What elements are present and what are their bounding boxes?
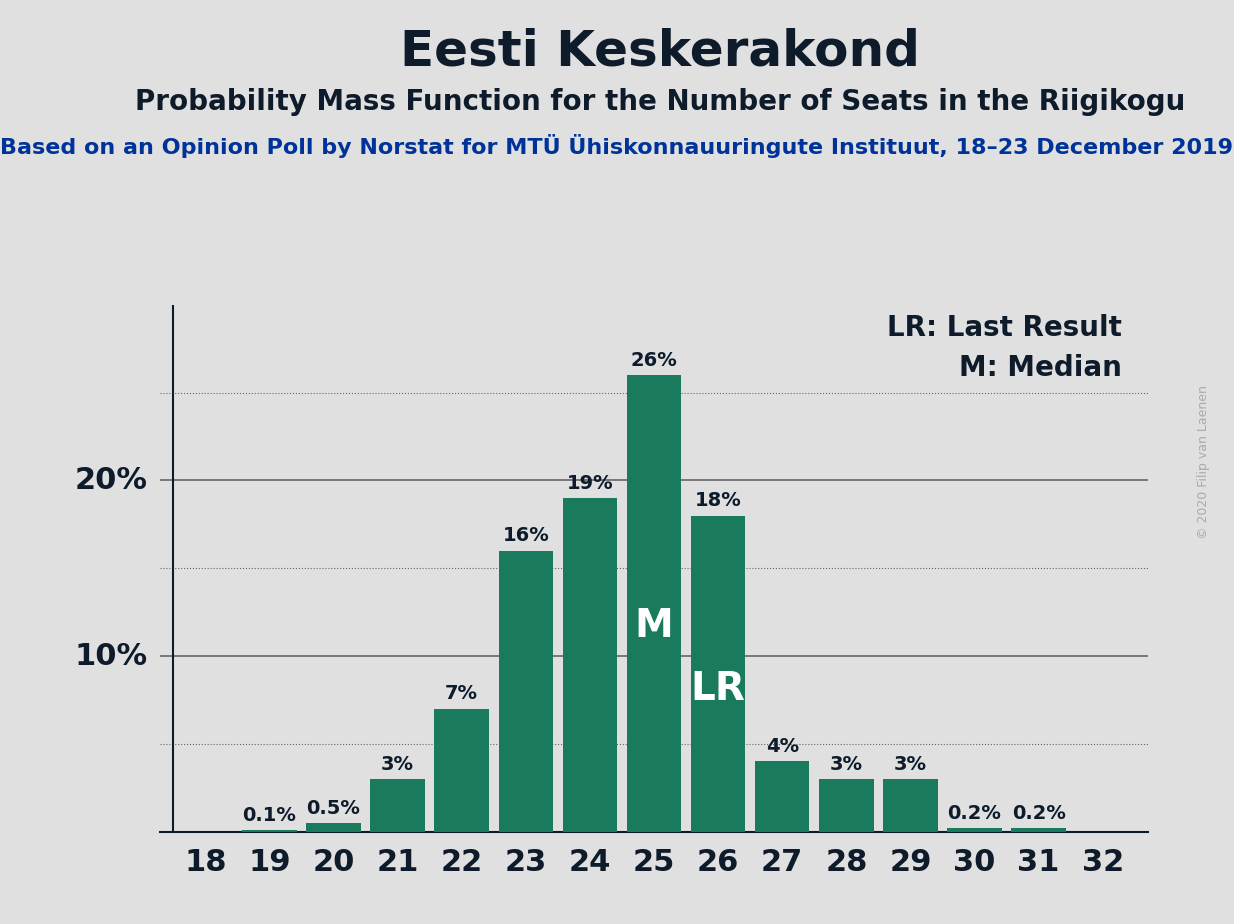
Text: 0.2%: 0.2% bbox=[1012, 804, 1066, 822]
Text: 19%: 19% bbox=[566, 474, 613, 492]
Text: 0.5%: 0.5% bbox=[306, 798, 360, 818]
Text: M: M bbox=[634, 607, 674, 645]
Text: 18%: 18% bbox=[695, 492, 742, 510]
Bar bbox=[627, 375, 681, 832]
Text: LR: LR bbox=[691, 671, 745, 709]
Text: 26%: 26% bbox=[631, 351, 677, 370]
Bar bbox=[499, 551, 553, 832]
Bar bbox=[370, 779, 424, 832]
Text: 16%: 16% bbox=[502, 527, 549, 545]
Bar bbox=[884, 779, 938, 832]
Bar bbox=[306, 822, 360, 832]
Text: 0.2%: 0.2% bbox=[948, 804, 1002, 822]
Text: 4%: 4% bbox=[765, 737, 798, 756]
Text: 10%: 10% bbox=[74, 641, 148, 671]
Bar bbox=[691, 516, 745, 832]
Text: Eesti Keskerakond: Eesti Keskerakond bbox=[400, 28, 921, 76]
Text: Probability Mass Function for the Number of Seats in the Riigikogu: Probability Mass Function for the Number… bbox=[135, 88, 1186, 116]
Text: LR: Last Result: LR: Last Result bbox=[887, 314, 1122, 342]
Text: 3%: 3% bbox=[381, 755, 415, 773]
Bar bbox=[755, 761, 810, 832]
Text: 3%: 3% bbox=[829, 755, 863, 773]
Text: Based on an Opinion Poll by Norstat for MTÜ Ühiskonnauuringute Instituut, 18–23 : Based on an Opinion Poll by Norstat for … bbox=[0, 134, 1233, 158]
Bar bbox=[563, 498, 617, 832]
Text: 20%: 20% bbox=[74, 466, 148, 495]
Text: © 2020 Filip van Laenen: © 2020 Filip van Laenen bbox=[1197, 385, 1209, 539]
Bar bbox=[434, 709, 489, 832]
Bar bbox=[948, 828, 1002, 832]
Text: 3%: 3% bbox=[893, 755, 927, 773]
Text: 0.1%: 0.1% bbox=[242, 806, 296, 824]
Bar bbox=[819, 779, 874, 832]
Bar bbox=[242, 830, 296, 832]
Text: 7%: 7% bbox=[445, 685, 479, 703]
Text: M: Median: M: Median bbox=[959, 354, 1122, 383]
Bar bbox=[1012, 828, 1066, 832]
